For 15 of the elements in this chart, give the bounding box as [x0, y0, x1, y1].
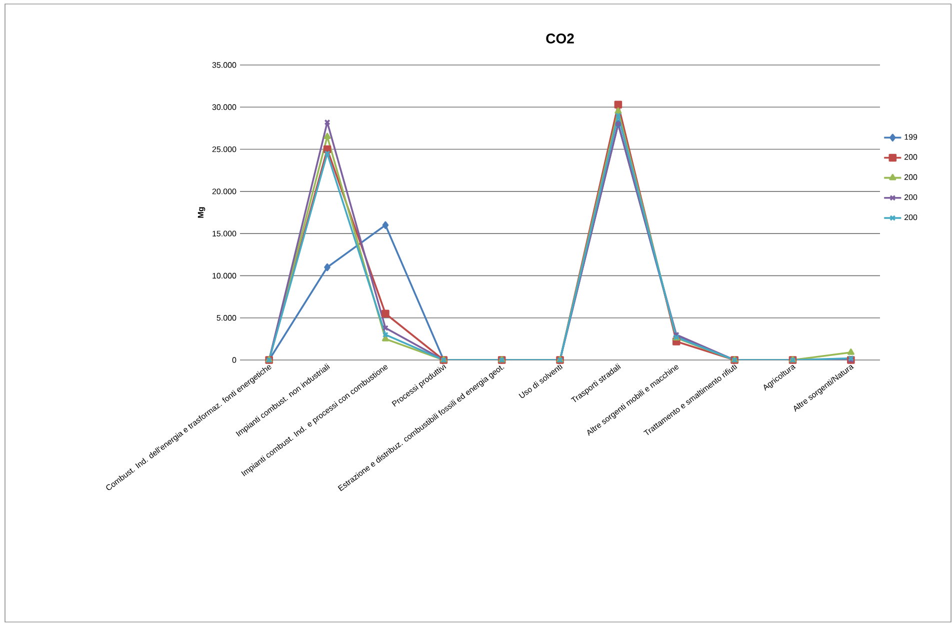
- y-tick-label: 30.000: [212, 104, 236, 110]
- y-tick-label: 5.000: [216, 315, 236, 321]
- legend-label: 200: [904, 154, 918, 160]
- y-tick-label: 0: [232, 357, 236, 363]
- chart-title: CO2: [546, 34, 574, 44]
- y-tick-label: 15.000: [212, 230, 236, 236]
- y-tick-label: 25.000: [212, 146, 236, 152]
- legend-label: 200: [904, 174, 918, 180]
- y-tick-label: 20.000: [212, 188, 236, 194]
- legend-label: 199: [904, 134, 918, 140]
- y-axis-title: Mg: [198, 207, 206, 218]
- legend-label: 200: [904, 214, 918, 220]
- y-tick-label: 10.000: [212, 272, 236, 279]
- legend-label: 200: [904, 194, 918, 200]
- y-tick-label: 35.000: [212, 62, 236, 68]
